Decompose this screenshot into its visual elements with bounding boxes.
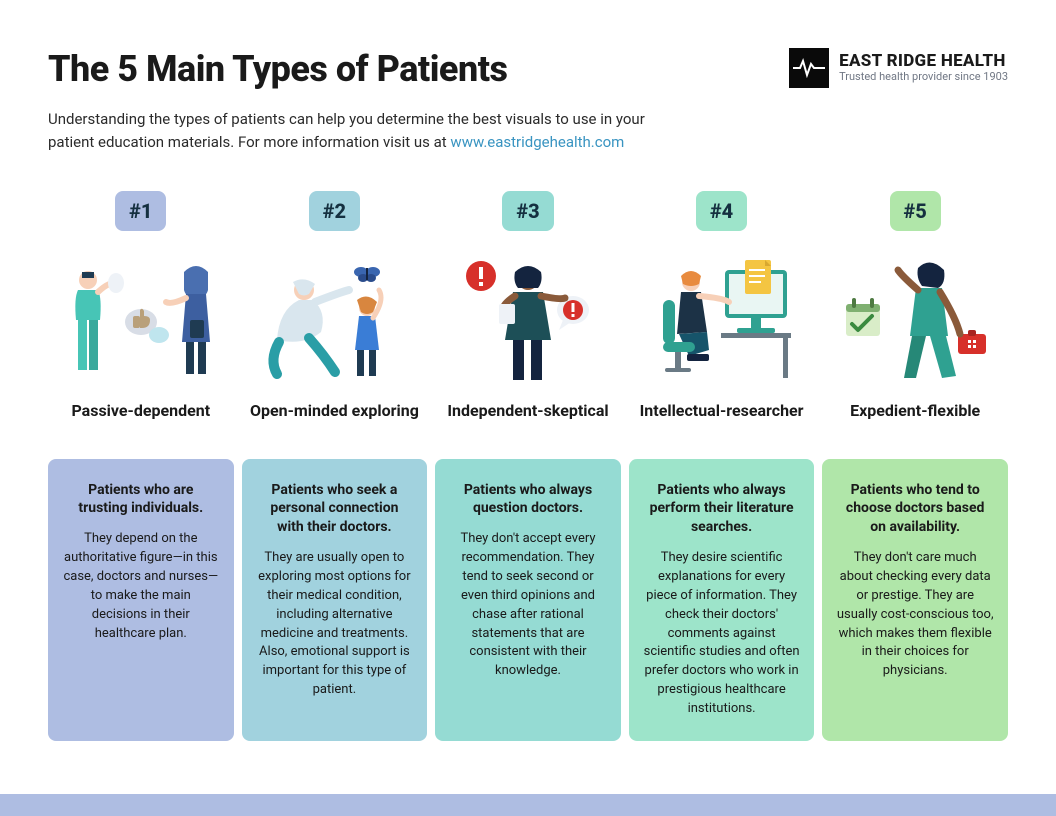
card-2: Patients who seek a personal connection … — [242, 459, 428, 741]
badge-3: #3 — [502, 191, 553, 231]
column-title-5: Expedient-flexible — [850, 401, 980, 445]
column-title-3: Independent-skeptical — [447, 401, 608, 445]
doctor-child-butterfly-icon — [242, 245, 428, 395]
card-head-2: Patients who seek a personal connection … — [256, 481, 414, 538]
badge-2: #2 — [309, 191, 360, 231]
card-body-4: They desire scientific explanations for … — [643, 549, 801, 719]
skeptical-person-alerts-icon — [435, 245, 621, 395]
badge-1: #1 — [115, 191, 166, 231]
column-1: #1 — [48, 191, 234, 741]
brand-name: EAST RIDGE HEALTH — [839, 52, 1008, 72]
card-body-1: They depend on the authoritative figure—… — [62, 530, 220, 643]
doctor-patient-icon — [48, 245, 234, 395]
column-2: #2 — [242, 191, 428, 741]
badge-4: #4 — [696, 191, 747, 231]
brand-tagline: Trusted health provider since 1903 — [839, 71, 1008, 84]
subtitle: Understanding the types of patients can … — [48, 108, 688, 155]
brand-text: EAST RIDGE HEALTH Trusted health provide… — [839, 52, 1008, 84]
card-1: Patients who are trusting individuals. T… — [48, 459, 234, 741]
footer-bar — [0, 794, 1056, 816]
column-title-1: Passive-dependent — [71, 401, 210, 445]
column-3: #3 — [435, 191, 621, 741]
brand: EAST RIDGE HEALTH Trusted health provide… — [789, 48, 1008, 88]
card-head-1: Patients who are trusting individuals. — [62, 481, 220, 519]
card-head-4: Patients who always perform their litera… — [643, 481, 801, 538]
column-5: #5 — [822, 191, 1008, 741]
card-5: Patients who tend to choose doctors base… — [822, 459, 1008, 741]
card-body-3: They don't accept every recommendation. … — [449, 530, 607, 681]
card-head-5: Patients who tend to choose doctors base… — [836, 481, 994, 538]
subtitle-link[interactable]: www.eastridgehealth.com — [450, 133, 624, 151]
header-left: The 5 Main Types of Patients Understandi… — [48, 48, 688, 155]
header: The 5 Main Types of Patients Understandi… — [48, 48, 1008, 155]
column-title-2: Open-minded exploring — [250, 401, 419, 445]
card-body-5: They don't care much about checking ever… — [836, 549, 994, 681]
card-body-2: They are usually open to exploring most … — [256, 549, 414, 700]
heartbeat-icon — [789, 48, 829, 88]
card-3: Patients who always question doctors. Th… — [435, 459, 621, 741]
column-title-4: Intellectual-researcher — [640, 401, 804, 445]
column-4: #4 — [629, 191, 815, 741]
columns: #1 — [48, 191, 1008, 741]
card-head-3: Patients who always question doctors. — [449, 481, 607, 519]
card-4: Patients who always perform their litera… — [629, 459, 815, 741]
person-computer-research-icon — [629, 245, 815, 395]
badge-5: #5 — [890, 191, 941, 231]
nurse-calendar-briefcase-icon — [822, 245, 1008, 395]
page-title: The 5 Main Types of Patients — [48, 48, 688, 90]
